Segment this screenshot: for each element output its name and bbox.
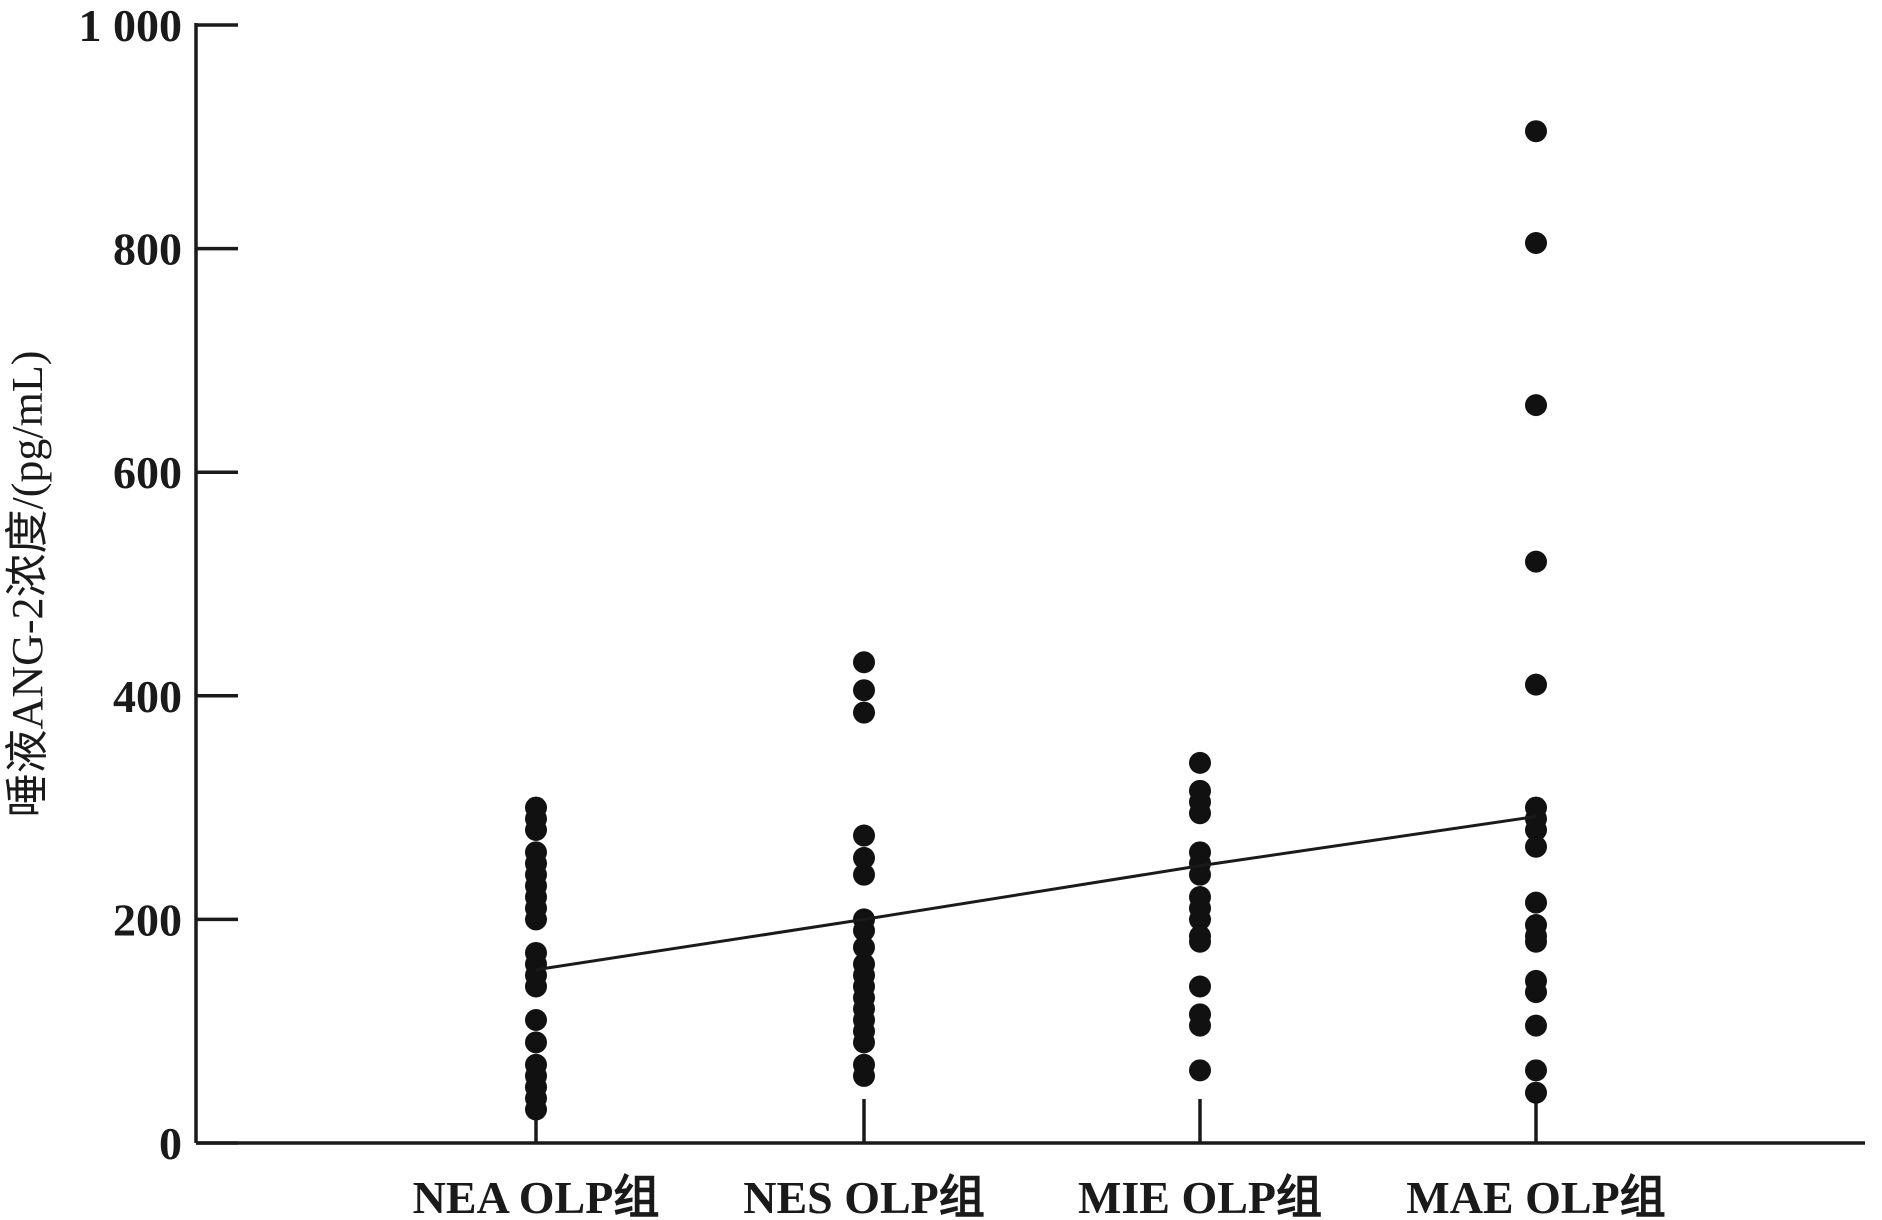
data-point — [853, 919, 875, 942]
data-point — [1189, 908, 1211, 931]
x-tick-label: MAE OLP组 — [1406, 1172, 1665, 1220]
data-point — [1189, 751, 1211, 774]
y-ticks: 0 200 400 600 800 1 000 — [79, 0, 238, 1169]
x-tick-label: NES OLP组 — [743, 1172, 985, 1220]
data-points — [525, 120, 1547, 1121]
data-point — [1525, 818, 1547, 841]
x-tick-label: MIE OLP组 — [1078, 1172, 1322, 1220]
data-point — [1525, 394, 1547, 417]
x-ticks: NEA OLP组 NES OLP组 MIE OLP组 MAE OLP组 — [413, 1099, 1666, 1220]
data-point — [1525, 1081, 1547, 1104]
data-point — [525, 908, 547, 931]
data-point — [525, 1009, 547, 1032]
data-point — [853, 824, 875, 847]
y-axis-title: 唾液ANG-2浓度/(pg/mL) — [3, 351, 52, 818]
mean-trend-line — [535, 815, 1537, 972]
data-point — [853, 1031, 875, 1054]
data-point — [1525, 981, 1547, 1004]
y-tick-label: 400 — [113, 671, 182, 722]
data-point — [1189, 802, 1211, 825]
data-point — [853, 701, 875, 724]
y-tick-label: 0 — [159, 1118, 182, 1169]
y-tick-label: 1 000 — [79, 0, 183, 51]
data-point — [1525, 1059, 1547, 1082]
data-point — [1525, 120, 1547, 143]
data-point — [1525, 550, 1547, 573]
y-axis: 0 200 400 600 800 1 000 — [79, 0, 238, 1169]
data-point — [525, 975, 547, 998]
data-point — [1189, 863, 1211, 886]
data-point — [853, 651, 875, 674]
y-tick-label: 200 — [113, 894, 182, 945]
y-tick-label: 600 — [113, 447, 182, 498]
x-axis: NEA OLP组 NES OLP组 MIE OLP组 MAE OLP组 — [196, 1099, 1865, 1220]
data-point — [1525, 1014, 1547, 1037]
data-point — [853, 679, 875, 702]
data-point — [1525, 673, 1547, 696]
data-point — [1189, 975, 1211, 998]
data-point — [1525, 232, 1547, 255]
data-point — [525, 818, 547, 841]
data-point — [853, 863, 875, 886]
data-point — [525, 1098, 547, 1121]
y-tick-label: 800 — [113, 224, 182, 275]
data-point — [853, 846, 875, 869]
data-point — [1189, 930, 1211, 953]
data-point — [1189, 1059, 1211, 1082]
data-point — [1525, 930, 1547, 953]
x-tick-label: NEA OLP组 — [413, 1172, 660, 1220]
data-point — [1525, 891, 1547, 914]
data-point — [853, 936, 875, 959]
data-point — [525, 1031, 547, 1054]
data-point — [1525, 835, 1547, 858]
data-point — [1189, 1014, 1211, 1037]
data-point — [853, 1064, 875, 1087]
